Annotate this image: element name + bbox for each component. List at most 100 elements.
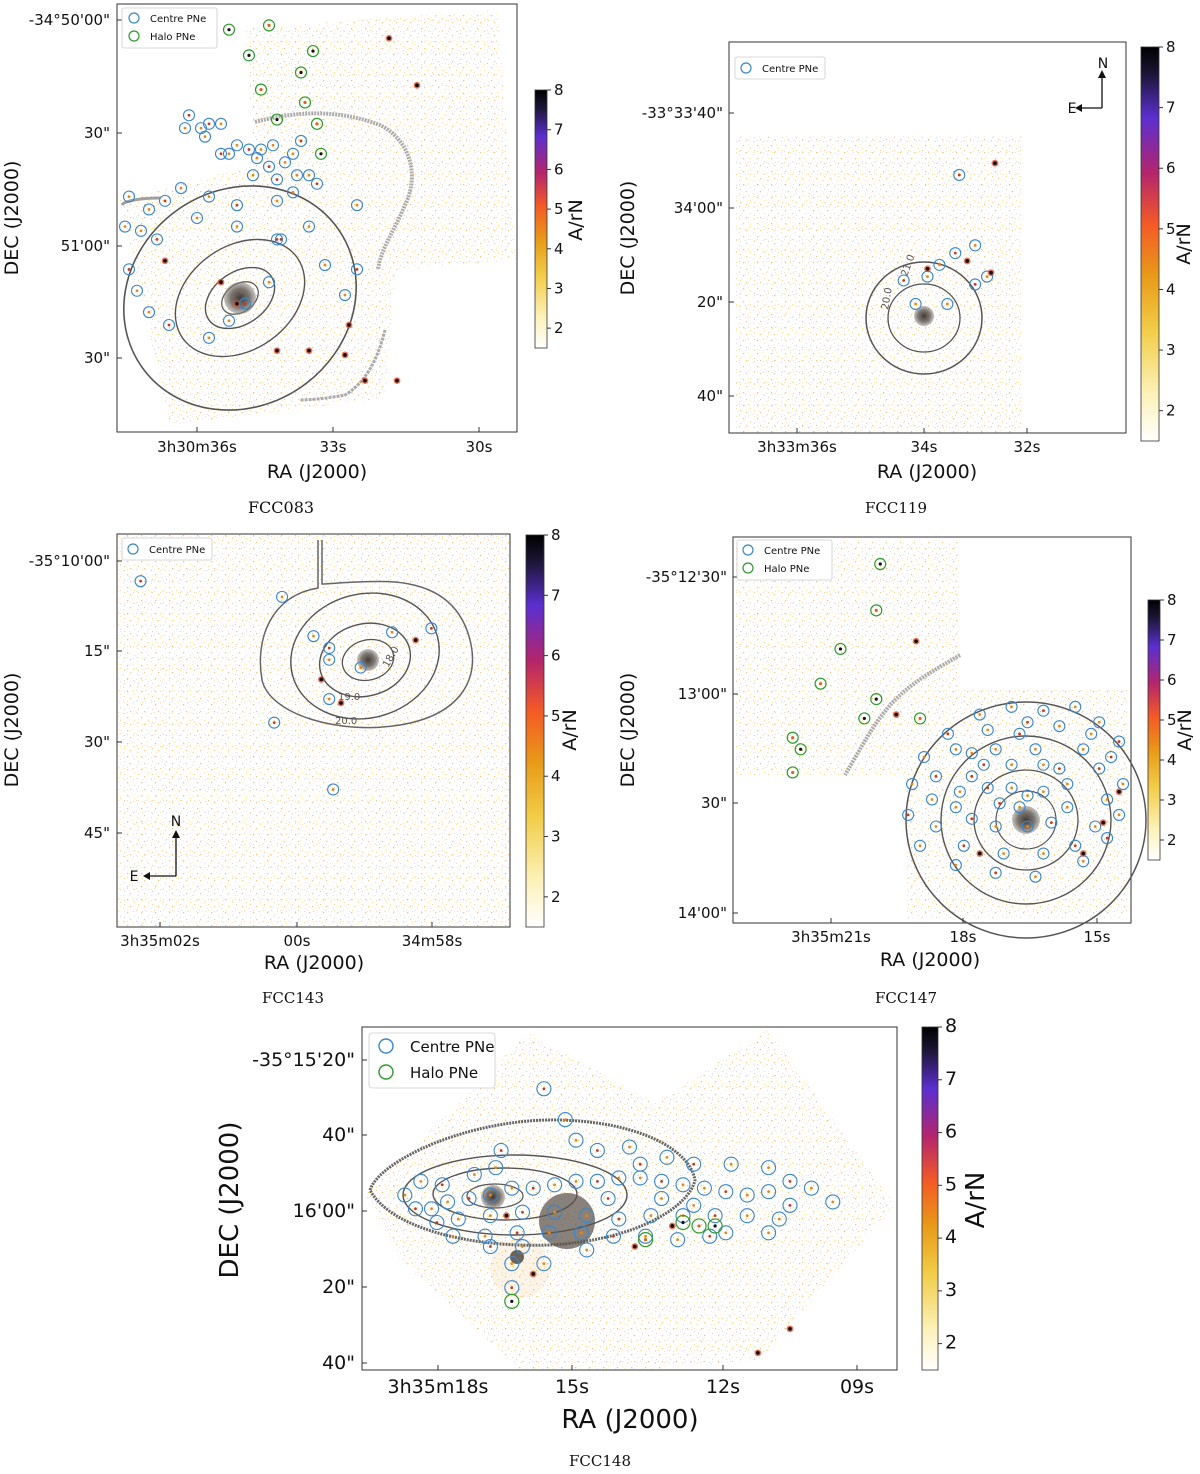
centre-pn-marker — [525, 1180, 541, 1196]
pn-source — [628, 1145, 631, 1149]
pn-source — [235, 143, 239, 147]
centre-pn-marker — [941, 727, 954, 740]
centre-pn-marker — [718, 1184, 734, 1200]
pn-source — [973, 283, 977, 286]
pn-source — [1105, 836, 1109, 840]
centre-pn-marker — [350, 263, 364, 276]
pn-source — [312, 634, 315, 638]
pn-source — [970, 751, 974, 755]
pn-source — [1117, 740, 1121, 743]
halo-pn-marker — [298, 96, 312, 109]
pn-source — [531, 1186, 535, 1190]
centre-pn-marker — [579, 1208, 595, 1224]
pn-source — [510, 1286, 514, 1290]
pn-source — [235, 225, 239, 228]
xtick-3: 09s — [840, 1376, 874, 1398]
pn-source — [665, 1155, 669, 1159]
compass-east: E — [130, 869, 139, 885]
colorbar-gradient — [1147, 599, 1161, 861]
pn-source — [135, 289, 139, 293]
bright-peak — [925, 266, 930, 271]
centre-pn-marker — [222, 314, 236, 327]
pn-source — [275, 238, 279, 241]
contour-label-19: 19.0 — [338, 692, 360, 703]
centre-pn-marker — [761, 1225, 777, 1241]
bright-peak — [1101, 820, 1106, 825]
centre-pn-marker — [541, 1225, 557, 1241]
pn-source — [327, 658, 331, 662]
pn-source — [1081, 747, 1085, 751]
colorbar-tick-label: 8 — [945, 1015, 957, 1037]
pn-source — [978, 713, 982, 716]
pn-source — [521, 1210, 524, 1214]
pn-source — [1081, 859, 1085, 863]
legend: Centre PNe — [121, 537, 213, 561]
centre-pn-marker — [957, 839, 970, 852]
centre-pn-marker — [350, 199, 364, 212]
pn-source — [510, 1186, 514, 1190]
ytick-4: 14'00" — [678, 904, 727, 922]
pn-source — [767, 1166, 770, 1170]
bright-peak — [219, 280, 223, 285]
centre-pn-marker — [1013, 801, 1026, 814]
centre-pn-marker — [621, 1139, 638, 1155]
pn-source — [1065, 805, 1069, 809]
centre-pn-marker — [568, 1132, 584, 1148]
pn-source — [359, 666, 363, 670]
pn-source — [123, 225, 127, 228]
pn-source — [926, 275, 929, 278]
colorbar-tick-label: 3 — [551, 828, 561, 846]
centre-pn-marker — [686, 1197, 702, 1213]
centre-pn-marker — [178, 122, 192, 135]
ytick-0: -33°33'40" — [642, 104, 723, 122]
centre-pn-marker — [953, 785, 966, 798]
pn-source — [299, 139, 303, 143]
pn-source — [1002, 852, 1006, 855]
centre-pn-marker — [450, 1211, 466, 1227]
ytick-0: -35°12'30" — [646, 568, 727, 586]
centre-pn-marker — [202, 190, 216, 203]
pn-source — [649, 1214, 653, 1218]
pn-source — [1018, 732, 1021, 736]
pn-source — [954, 863, 958, 867]
legend-halo: Halo PNe — [150, 32, 195, 43]
pn-source — [472, 1173, 476, 1176]
ytick-0: -34°50'00" — [29, 11, 110, 29]
centre-pn-marker — [1113, 808, 1126, 821]
pn-source — [918, 716, 922, 721]
pn-source — [986, 786, 990, 790]
compass — [143, 830, 180, 880]
centre-pn-marker — [1005, 700, 1018, 713]
colorbar-tick-label: 5 — [945, 1173, 957, 1195]
centre-pn-marker — [1053, 762, 1066, 775]
centre-pn-marker — [1021, 820, 1034, 833]
legend-centre: Centre PNe — [762, 64, 818, 75]
pn-source — [994, 825, 998, 828]
centre-pn-marker — [1105, 750, 1118, 764]
colorbar-tick-label: 8 — [1166, 38, 1176, 56]
pn-source — [644, 1234, 647, 1238]
pn-source — [331, 788, 335, 791]
pn-source — [713, 1224, 717, 1228]
centre-pn-marker — [981, 781, 994, 794]
centre-pn-marker — [1069, 700, 1082, 713]
bright-peak — [163, 258, 167, 263]
ytick-1: 40" — [322, 1124, 355, 1146]
centre-pn-marker — [670, 1232, 686, 1248]
pn-source — [791, 736, 795, 740]
centre-pn-marker — [323, 641, 336, 655]
centre-pn-marker — [1089, 820, 1102, 833]
centre-pn-marker — [386, 626, 399, 639]
compass-north: N — [171, 814, 181, 830]
xtick-0: 3h35m21s — [791, 928, 871, 946]
centre-pn-marker — [1101, 793, 1114, 806]
centre-pn-marker — [158, 194, 172, 207]
pn-source — [147, 208, 151, 211]
centre-pn-marker — [933, 258, 946, 271]
pn-source — [874, 697, 878, 701]
centre-pn-marker — [965, 747, 978, 760]
pn-source — [596, 1149, 599, 1152]
pn-source — [918, 844, 922, 848]
contour-label-20: 20.0 — [880, 287, 895, 311]
centre-pn-marker — [949, 247, 962, 260]
